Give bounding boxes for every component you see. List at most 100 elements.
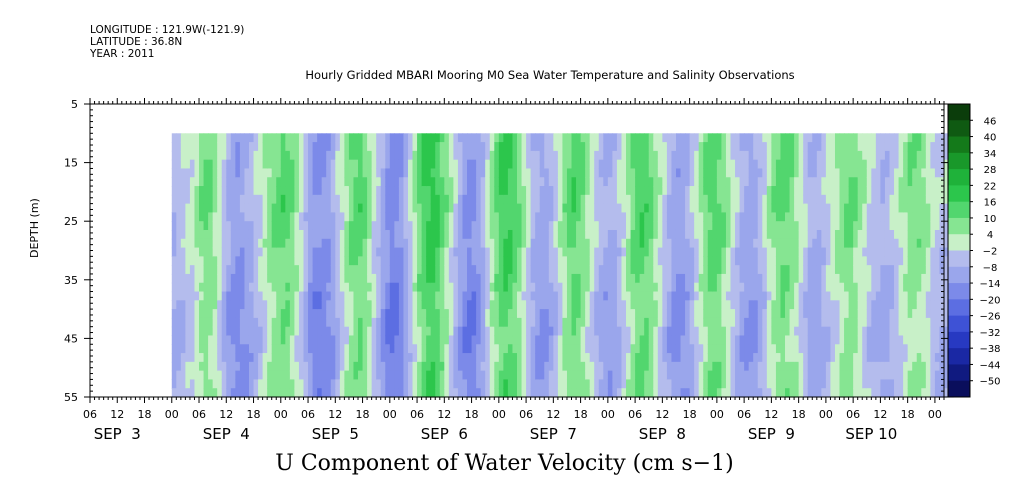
heatmap-cell	[526, 238, 532, 249]
heatmap-cell	[766, 133, 772, 143]
heatmap-cell	[344, 353, 350, 363]
heatmap-cell	[612, 150, 618, 161]
heatmap-cell	[180, 203, 186, 214]
heatmap-cell	[903, 300, 909, 310]
heatmap-cell	[589, 379, 595, 389]
heatmap-cell	[253, 265, 259, 275]
heatmap-cell	[235, 291, 241, 301]
heatmap-cell	[444, 326, 450, 337]
heatmap-cell	[785, 300, 791, 310]
heatmap-cell	[503, 379, 509, 389]
heatmap-cell	[385, 177, 391, 187]
heatmap-cell	[562, 177, 568, 187]
heatmap-cell	[712, 150, 718, 161]
heatmap-cell	[875, 159, 881, 170]
heatmap-cell	[403, 273, 409, 284]
heatmap-cell	[721, 344, 727, 354]
heatmap-cell	[539, 150, 545, 161]
heatmap-cell	[462, 142, 468, 152]
heatmap-cell	[862, 194, 868, 205]
heatmap-cell	[603, 300, 609, 310]
heatmap-cell	[739, 335, 745, 345]
heatmap-cell	[485, 256, 491, 266]
heatmap-cell	[489, 203, 495, 214]
heatmap-cell	[775, 203, 782, 214]
heatmap-cell	[507, 186, 514, 196]
heatmap-cell	[616, 177, 623, 187]
heatmap-cell	[548, 177, 554, 187]
heatmap-cell	[562, 282, 568, 293]
heatmap-cell	[753, 159, 759, 170]
heatmap-cell	[403, 370, 409, 381]
heatmap-cell	[248, 229, 255, 240]
heatmap-cell	[698, 221, 704, 231]
heatmap-cell	[775, 344, 782, 354]
heatmap-cell	[685, 142, 691, 152]
heatmap-cell	[657, 142, 663, 152]
heatmap-cell	[616, 309, 623, 319]
heatmap-cell	[626, 291, 632, 301]
heatmap-cell	[530, 133, 536, 143]
heatmap-cell	[217, 203, 223, 214]
heatmap-cell	[489, 291, 495, 301]
heatmap-cell	[807, 388, 813, 398]
heatmap-cell	[576, 221, 582, 231]
heatmap-cell	[580, 150, 586, 161]
heatmap-cell	[666, 177, 673, 187]
heatmap-cell	[635, 353, 641, 363]
heatmap-cell	[517, 370, 523, 381]
heatmap-cell	[880, 326, 886, 337]
heatmap-cell	[548, 150, 554, 161]
heatmap-cell	[812, 221, 818, 231]
heatmap-cell	[530, 247, 536, 257]
heatmap-cell	[348, 150, 355, 161]
heatmap-cell	[757, 335, 763, 345]
heatmap-cell	[748, 221, 754, 231]
heatmap-cell	[884, 194, 891, 205]
heatmap-cell	[353, 142, 359, 152]
heatmap-cell	[612, 361, 618, 372]
heatmap-cell	[485, 361, 491, 372]
heatmap-cell	[689, 344, 695, 354]
heatmap-cell	[725, 370, 732, 381]
heatmap-cell	[317, 300, 323, 310]
heatmap-cell	[417, 344, 423, 354]
heatmap-cell	[321, 300, 327, 310]
heatmap-cell	[557, 247, 564, 257]
heatmap-cell	[585, 282, 591, 293]
heatmap-cell	[598, 353, 604, 363]
heatmap-cell	[666, 291, 673, 301]
heatmap-cell	[412, 361, 418, 372]
heatmap-cell	[666, 133, 673, 143]
heatmap-cell	[521, 150, 527, 161]
heatmap-cell	[621, 247, 627, 257]
heatmap-cell	[271, 142, 277, 152]
heatmap-cell	[208, 142, 214, 152]
heatmap-cell	[707, 221, 713, 231]
heatmap-cell	[694, 335, 700, 345]
heatmap-cell	[571, 265, 577, 275]
heatmap-cell	[707, 353, 713, 363]
heatmap-cell	[407, 265, 414, 275]
heatmap-cell	[626, 133, 632, 143]
heatmap-cell	[271, 370, 277, 381]
heatmap-cell	[775, 309, 782, 319]
heatmap-cell	[467, 300, 473, 310]
heatmap-cell	[666, 344, 673, 354]
heatmap-cell	[226, 265, 232, 275]
heatmap-cell	[703, 335, 709, 345]
heatmap-cell	[544, 186, 550, 196]
heatmap-cell	[353, 309, 359, 319]
heatmap-cell	[189, 291, 196, 301]
heatmap-cell	[703, 159, 709, 170]
heatmap-cell	[298, 150, 305, 161]
heatmap-cell	[680, 186, 686, 196]
heatmap-cell	[680, 265, 686, 275]
heatmap-cell	[253, 221, 259, 231]
heatmap-cell	[308, 370, 314, 381]
heatmap-cell	[362, 353, 368, 363]
heatmap-cell	[298, 186, 305, 196]
heatmap-cell	[335, 256, 341, 266]
heatmap-cell	[476, 221, 482, 231]
heatmap-cell	[880, 273, 886, 284]
